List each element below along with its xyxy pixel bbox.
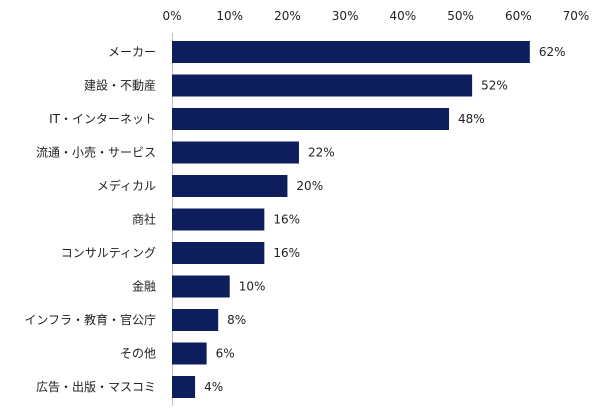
- bar: [172, 175, 288, 197]
- value-label: 62%: [539, 45, 566, 59]
- x-tick-label: 10%: [216, 9, 243, 23]
- value-label: 6%: [216, 347, 235, 361]
- category-label: 商社: [132, 212, 156, 227]
- category-label: 建設・不動産: [84, 78, 156, 93]
- value-label: 16%: [273, 246, 300, 260]
- category-label: メーカー: [108, 45, 156, 59]
- category-label: 広告・出版・マスコミ: [36, 380, 156, 394]
- bar: [172, 242, 265, 264]
- bar: [172, 208, 265, 231]
- category-label: メディカル: [97, 178, 156, 193]
- category-label: 流通・小売・サービス: [36, 145, 156, 160]
- x-tick-label: 60%: [505, 9, 532, 23]
- bar: [172, 275, 230, 298]
- category-label: インフラ・教育・官公庁: [24, 312, 156, 327]
- x-tick-label: 20%: [274, 9, 301, 23]
- value-label: 52%: [481, 79, 508, 93]
- bar: [172, 376, 196, 398]
- x-tick-label: 70%: [563, 9, 590, 23]
- x-tick-label: 0%: [162, 9, 181, 23]
- value-label: 10%: [239, 280, 266, 294]
- x-tick-label: 30%: [332, 9, 359, 23]
- value-label: 22%: [308, 146, 335, 160]
- category-label: コンサルティング: [61, 246, 156, 260]
- bar: [172, 309, 219, 331]
- bar: [172, 141, 299, 164]
- value-label: 16%: [273, 213, 300, 227]
- category-label: その他: [120, 347, 156, 361]
- bar: [172, 342, 207, 365]
- bar: [172, 74, 473, 97]
- x-tick-label: 50%: [447, 9, 474, 23]
- x-tick-label: 40%: [390, 9, 417, 23]
- value-label: 20%: [296, 179, 323, 193]
- value-label: 48%: [458, 112, 485, 126]
- bar: [172, 41, 530, 63]
- value-label: 4%: [204, 380, 223, 394]
- value-label: 8%: [227, 313, 246, 327]
- bar: [172, 108, 450, 130]
- category-label: 金融: [132, 279, 156, 294]
- category-label: IT・インターネット: [49, 112, 156, 126]
